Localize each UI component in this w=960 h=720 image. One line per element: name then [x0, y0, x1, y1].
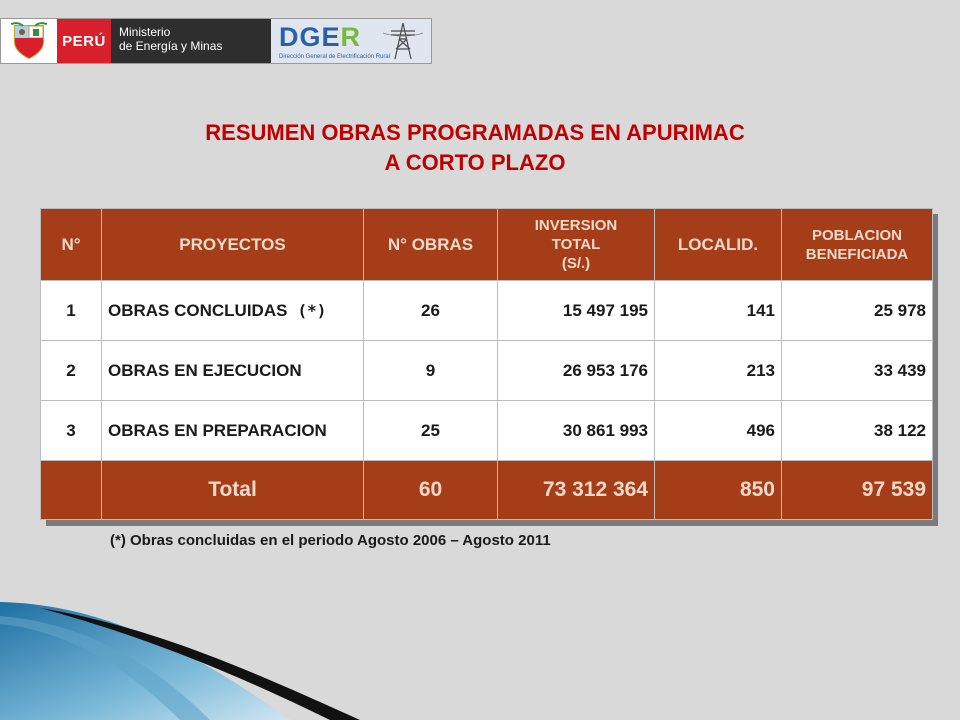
- dger-wordmark-part2: R: [340, 22, 362, 52]
- total-localid: 850: [654, 460, 782, 520]
- cell-num: 2: [40, 340, 102, 401]
- title-line-2: A CORTO PLAZO: [384, 150, 566, 175]
- table-header-row: N° PROYECTOS N° OBRAS INVERSION TOTAL (S…: [40, 208, 933, 281]
- header-poblacion-line-2: BENEFICIADA: [805, 245, 909, 263]
- total-blank-cell: [40, 460, 102, 520]
- cell-poblacion: 38 122: [781, 400, 933, 461]
- header-poblacion: POBLACION BENEFICIADA: [781, 208, 933, 281]
- title-line-1: RESUMEN OBRAS PROGRAMADAS EN APURIMAC: [205, 120, 745, 145]
- table-row: 3 OBRAS EN PREPARACION 25 30 861 993 496…: [40, 400, 933, 461]
- dger-wordmark: DGER: [279, 22, 361, 52]
- cell-localid: 141: [654, 280, 782, 341]
- cell-num: 3: [40, 400, 102, 461]
- summary-table: N° PROYECTOS N° OBRAS INVERSION TOTAL (S…: [40, 208, 933, 520]
- footnote-mark: (*): [297, 300, 327, 320]
- total-poblacion: 97 539: [781, 460, 933, 520]
- cell-num: 1: [40, 280, 102, 341]
- header-localid: LOCALID.: [654, 208, 782, 281]
- cell-inversion: 26 953 176: [497, 340, 655, 401]
- power-tower-icon: [383, 22, 423, 60]
- table-total-row: Total 60 73 312 364 850 97 539: [40, 460, 933, 520]
- header-num: N°: [40, 208, 102, 281]
- dger-wordmark-part1: DGE: [279, 22, 341, 52]
- cell-proyecto: OBRAS EN EJECUCION: [101, 340, 364, 401]
- ministry-logo-banner: PERÚ Ministerio de Energía y Minas DGER …: [0, 18, 432, 64]
- total-obras: 60: [363, 460, 498, 520]
- cell-obras: 26: [363, 280, 498, 341]
- peru-label: PERÚ: [57, 19, 111, 63]
- cell-inversion: 15 497 195: [497, 280, 655, 341]
- ministry-name: Ministerio de Energía y Minas: [111, 19, 271, 63]
- cell-poblacion: 33 439: [781, 340, 933, 401]
- header-inversion: INVERSION TOTAL (S/.): [497, 208, 655, 281]
- cell-poblacion: 25 978: [781, 280, 933, 341]
- cell-obras: 9: [363, 340, 498, 401]
- header-inversion-line-2: TOTAL: [551, 236, 601, 253]
- cell-proyecto: OBRAS EN PREPARACION: [101, 400, 364, 461]
- header-proyectos: PROYECTOS: [101, 208, 364, 281]
- ministry-line-1: Ministerio: [119, 25, 171, 39]
- cell-obras: 25: [363, 400, 498, 461]
- cell-inversion: 30 861 993: [497, 400, 655, 461]
- table-row: 1 OBRAS CONCLUIDAS (*) 26 15 497 195 141 …: [40, 280, 933, 341]
- header-obras: N° OBRAS: [363, 208, 498, 281]
- cell-localid: 496: [654, 400, 782, 461]
- ministry-line-2: de Energía y Minas: [119, 39, 223, 53]
- dger-logo: DGER Dirección General de Electrificació…: [271, 19, 431, 63]
- coat-of-arms-icon: [1, 19, 57, 63]
- dger-subtitle: Dirección General de Electrificación Rur…: [279, 54, 391, 60]
- header-inversion-line-1: INVERSION: [534, 217, 618, 234]
- cell-proyecto: OBRAS CONCLUIDAS (*): [101, 280, 364, 341]
- cell-localid: 213: [654, 340, 782, 401]
- header-inversion-line-3: (S/.): [561, 255, 591, 272]
- cell-proyecto-label: OBRAS CONCLUIDAS: [108, 300, 288, 320]
- decorative-swoosh: [0, 602, 360, 720]
- total-inversion: 73 312 364: [497, 460, 655, 520]
- table-row: 2 OBRAS EN EJECUCION 9 26 953 176 213 33…: [40, 340, 933, 401]
- footnote: (*) Obras concluidas en el periodo Agost…: [110, 532, 551, 549]
- header-poblacion-line-1: POBLACION: [812, 226, 902, 244]
- total-label: Total: [101, 460, 364, 520]
